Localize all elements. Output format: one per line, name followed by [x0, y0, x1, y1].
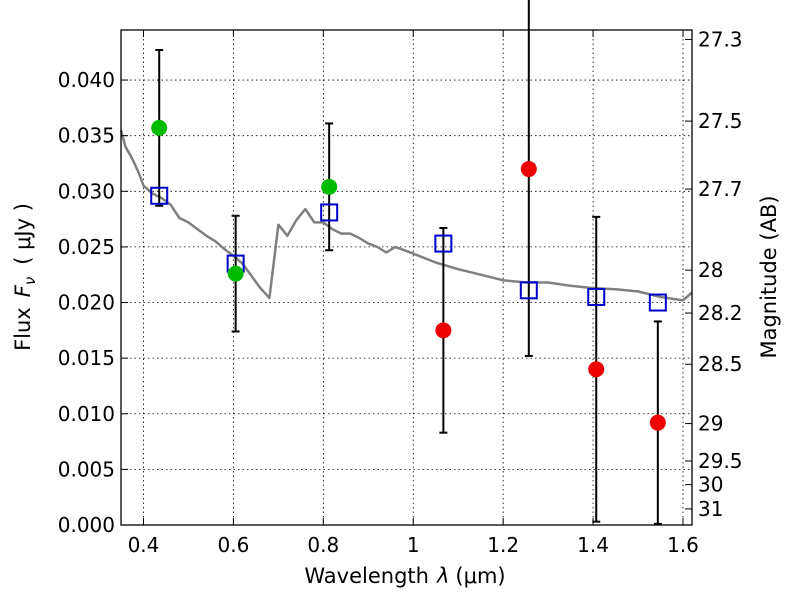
y2-tick-label: 27.3 — [698, 27, 743, 51]
detected-point — [227, 265, 244, 282]
y-tick-label: 0.040 — [58, 68, 115, 92]
y-tick-label: 0.010 — [58, 402, 115, 426]
y-axis-label-unit: ( μJy ) — [11, 203, 35, 265]
y-tick-label: 0.005 — [58, 457, 115, 481]
model-square — [150, 186, 169, 205]
x-tick-label: 1.6 — [667, 533, 699, 557]
y-tick-labels: 0.000 0.005 0.010 0.015 0.020 0.025 0.030 0.035… — [58, 68, 115, 537]
model-square — [648, 293, 667, 312]
x-tick-label: 1.2 — [487, 533, 519, 557]
grid — [121, 30, 692, 526]
y-tick-label: 0.020 — [58, 291, 115, 315]
x-axis-label-symbol: λ — [436, 564, 449, 588]
x-tick-label: 0.6 — [217, 533, 249, 557]
y2-tick-label: 27.5 — [698, 109, 743, 133]
spectrum-line — [119, 129, 693, 302]
y2-axis-label: Magnitude (AB) — [757, 195, 781, 358]
model-square — [320, 203, 339, 222]
model-square — [519, 281, 538, 300]
y2-tick-label: 27.7 — [698, 177, 743, 201]
detected-point — [151, 119, 168, 136]
x-tick-label: 1 — [407, 533, 420, 557]
y2-tick-label: 29 — [698, 412, 723, 436]
model-square — [587, 287, 606, 306]
y-axis-label-prefix: Flux — [11, 307, 35, 351]
x-axis-label: Wavelength λ (μm) — [304, 564, 505, 588]
y-tick-label: 0.035 — [58, 124, 115, 148]
tick-marks — [121, 30, 692, 526]
y-tick-label: 0.030 — [58, 179, 115, 203]
y-axis-label: Flux Fν ( μJy ) — [11, 203, 39, 351]
x-tick-label: 0.8 — [307, 533, 339, 557]
y-tick-label: 0.025 — [58, 235, 115, 259]
y-tick-label: 0.015 — [58, 346, 115, 370]
detected-point — [321, 178, 338, 195]
model-square — [434, 234, 453, 253]
y-tick-label: 0.000 — [58, 513, 115, 537]
plot-frame — [120, 29, 693, 526]
y-axis-label-symbol: F — [11, 284, 35, 297]
spectrum-curve-layer — [119, 129, 693, 302]
model-squares-layer — [150, 186, 667, 312]
x-axis-label-unit: (μm) — [455, 564, 505, 588]
y2-tick-label: 28.5 — [698, 352, 743, 376]
y2-tick-label: 30 — [698, 473, 723, 497]
y2-tick-label: 28.2 — [698, 301, 743, 325]
photometry-points-layer — [151, 119, 666, 431]
y2-tick-label: 29.5 — [698, 449, 743, 473]
y2-tick-label: 28 — [698, 258, 723, 282]
nondetected-point — [435, 322, 452, 339]
nondetected-point — [520, 161, 537, 178]
errorbar-layer — [155, 0, 662, 525]
y-axis-label-subscript: ν — [21, 277, 39, 285]
y2-tick-label: 31 — [698, 497, 723, 521]
x-tick-label: 1.4 — [577, 533, 609, 557]
x-tick-label: 0.4 — [128, 533, 160, 557]
nondetected-point — [588, 361, 605, 378]
x-tick-labels: 0.4 0.6 0.8 1 1.2 1.4 1.6 — [128, 533, 699, 557]
nondetected-point — [649, 414, 666, 431]
x-axis-label-prefix: Wavelength — [304, 564, 429, 588]
